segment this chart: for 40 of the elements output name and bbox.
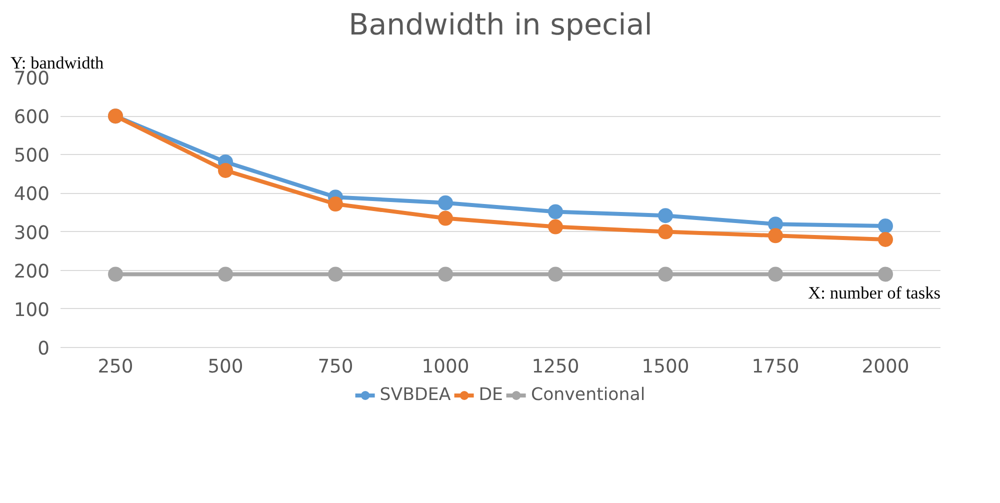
x-tick-label: 1750 [752,356,800,378]
point [878,266,893,282]
y-tick-label: 300 [14,222,50,244]
point [328,196,343,212]
point [878,218,893,234]
x-tick-label: 750 [318,356,354,378]
point [218,162,233,178]
point [658,224,673,240]
point [768,266,783,282]
point [328,266,343,282]
point [218,266,233,282]
legend-label: Conventional [530,385,646,405]
y-tick-label: 100 [14,300,50,321]
x-axis-title: X: number of tasks [808,284,941,302]
point [548,266,563,282]
point [878,232,893,247]
point [658,266,673,282]
x-tick-label: 1000 [422,356,470,378]
point [108,266,123,282]
x-tick-label: 500 [208,356,244,378]
y-tick-label: 200 [14,261,50,282]
legend-label: DE [478,385,503,405]
point [548,219,563,234]
point [438,195,453,210]
y-tick-label: 0 [38,338,50,360]
point [548,204,563,220]
x-tick-label: 1250 [532,356,580,378]
chart-title: Bandwidth in special [348,8,652,42]
point [768,228,783,244]
x-tick-label: 2000 [862,356,910,378]
x-tick-label: 250 [98,356,134,378]
y-tick-label: 400 [14,184,50,206]
y-tick-label: 700 [14,68,50,90]
point [438,210,453,226]
x-tick-label: 1500 [642,356,690,378]
y-tick-label: 500 [14,146,50,167]
point [438,266,453,282]
point [658,208,673,224]
y-tick-label: 600 [14,107,50,128]
legend-label: SVBDEA [380,385,451,405]
